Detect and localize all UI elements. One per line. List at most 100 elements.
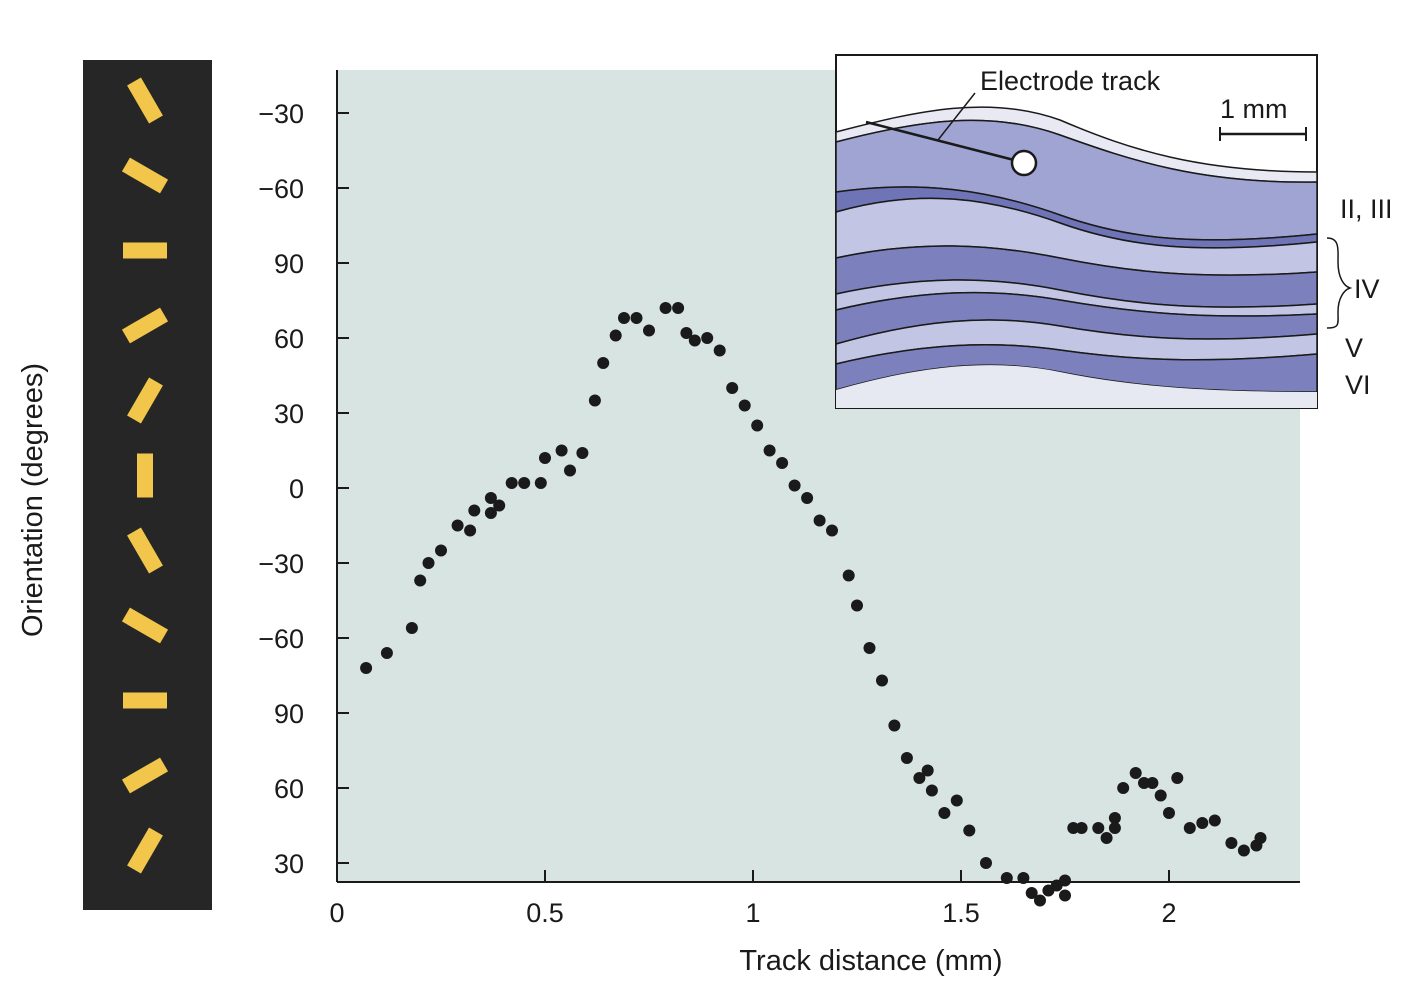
data-point <box>751 419 764 432</box>
data-point <box>422 557 435 569</box>
data-point <box>414 574 427 587</box>
data-point <box>576 447 589 459</box>
electrode-track-line <box>865 120 1015 162</box>
inset-bottom-fill <box>836 365 1317 408</box>
cortex-inset: Electrode track 1 mm <box>835 54 1318 409</box>
data-point <box>1146 777 1159 789</box>
data-point <box>1171 772 1184 784</box>
data-point <box>726 382 739 394</box>
orientation-glyph <box>127 77 163 124</box>
layer-label-vi: VI <box>1345 370 1371 400</box>
data-point <box>913 772 926 784</box>
layer-iv-brace <box>1326 237 1353 329</box>
orientation-glyph <box>121 757 169 794</box>
x-tick-label: 1 <box>745 898 760 928</box>
orientation-glyph <box>123 242 167 259</box>
y-tick-label: 0 <box>289 474 304 504</box>
data-point <box>763 444 776 457</box>
data-point <box>1025 887 1038 899</box>
data-point <box>1163 807 1175 819</box>
data-point <box>1237 844 1250 857</box>
y-tick-label: 30 <box>274 399 304 429</box>
data-point <box>1196 817 1209 829</box>
data-point <box>534 477 547 489</box>
data-point <box>555 444 568 457</box>
data-point <box>876 674 888 687</box>
orientation-glyph <box>137 453 153 498</box>
data-point <box>1108 812 1121 824</box>
data-point <box>925 784 938 797</box>
y-tick-label: 30 <box>274 849 304 879</box>
data-point <box>1067 822 1080 834</box>
data-point <box>468 504 481 517</box>
data-point <box>1059 889 1071 902</box>
data-point <box>1154 789 1167 802</box>
data-point <box>1059 874 1071 887</box>
data-point <box>505 477 518 489</box>
data-point <box>518 477 531 489</box>
y-ticks: −30 −60 90 60 30 0 −30 −60 90 60 30 <box>258 99 349 879</box>
data-point <box>609 329 622 342</box>
data-point <box>1100 832 1113 844</box>
data-point <box>1017 872 1030 884</box>
orientation-glyph <box>121 607 169 644</box>
layer-label-iv: IV <box>1354 274 1380 304</box>
data-point <box>618 312 630 324</box>
y-tick-label: −30 <box>258 99 304 129</box>
y-tick-label: 60 <box>274 324 304 354</box>
data-point <box>597 357 610 369</box>
data-point <box>888 719 901 732</box>
data-point <box>1075 822 1088 834</box>
data-point <box>776 457 789 469</box>
y-axis-title: Orientation (degrees) <box>17 363 49 637</box>
data-point <box>980 857 992 869</box>
data-point <box>1208 814 1221 827</box>
data-point <box>493 499 506 512</box>
data-point <box>630 312 643 324</box>
data-point <box>643 324 655 337</box>
data-point <box>1117 782 1130 794</box>
data-point <box>539 452 551 464</box>
data-point <box>1225 837 1238 849</box>
data-points <box>360 302 1267 907</box>
orientation-glyph <box>123 692 167 709</box>
scale-bar-label: 1 mm <box>1220 94 1288 124</box>
data-point <box>464 524 477 537</box>
orientation-glyph <box>121 307 169 344</box>
orientation-glyph <box>127 827 163 874</box>
electrode-track-label: Electrode track <box>980 66 1161 96</box>
data-point <box>863 642 876 654</box>
y-tick-label: 60 <box>274 774 304 804</box>
layer-label-ii-iii: II, III <box>1340 194 1393 224</box>
data-point <box>435 544 447 557</box>
orientation-bar <box>83 60 212 910</box>
data-point <box>713 344 726 357</box>
data-point <box>701 332 714 344</box>
data-point <box>921 764 934 777</box>
layer-label-v: V <box>1345 333 1363 363</box>
y-tick-label: 90 <box>274 249 304 279</box>
axes <box>336 70 1300 883</box>
orientation-glyph <box>127 377 163 424</box>
data-point <box>842 569 855 582</box>
data-point <box>405 622 418 634</box>
y-tick-label: 90 <box>274 699 304 729</box>
data-point <box>738 399 751 412</box>
data-point <box>672 302 685 314</box>
data-point <box>588 394 601 407</box>
data-point <box>813 514 826 527</box>
data-point <box>851 599 863 612</box>
orientation-glyph <box>127 527 163 574</box>
x-tick-label: 2 <box>1161 898 1176 928</box>
orientation-glyph <box>121 157 169 194</box>
data-point <box>938 807 951 819</box>
y-tick-label: −60 <box>258 174 304 204</box>
data-point <box>1138 777 1150 789</box>
data-point <box>380 647 393 659</box>
y-tick-label: −30 <box>258 549 304 579</box>
data-point <box>360 662 373 674</box>
data-point <box>801 492 814 504</box>
data-point <box>688 334 701 347</box>
x-ticks: 0 0.5 1 1.5 2 <box>329 870 1177 928</box>
